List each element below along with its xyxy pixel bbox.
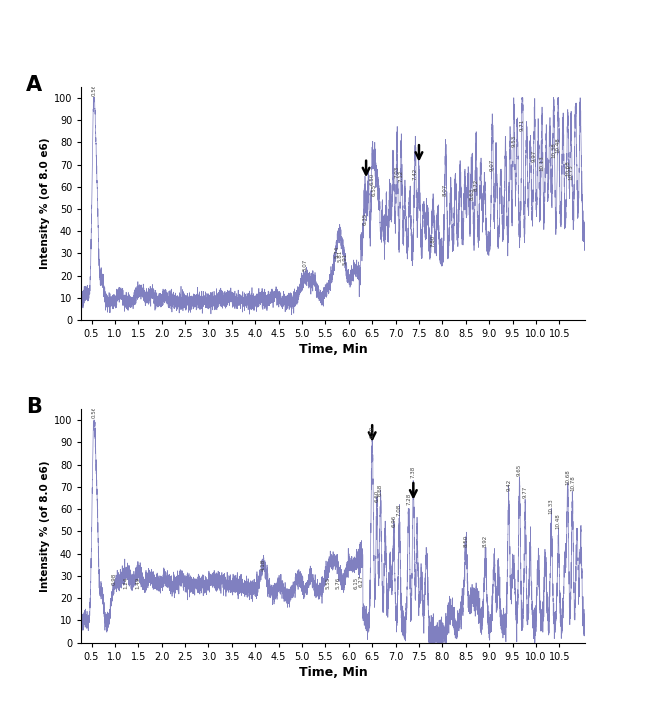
- Text: 6.50: 6.50: [370, 426, 374, 438]
- Text: 5.74: 5.74: [334, 245, 339, 258]
- Text: 10.48: 10.48: [556, 513, 561, 529]
- Text: 9.07: 9.07: [490, 159, 495, 171]
- Text: 10.33: 10.33: [549, 497, 554, 513]
- Text: 9.71: 9.71: [520, 119, 525, 131]
- Text: 8.07: 8.07: [443, 183, 448, 196]
- Text: 10.38: 10.38: [551, 142, 556, 158]
- Text: 0.56: 0.56: [92, 406, 96, 418]
- Text: 10.48: 10.48: [556, 138, 561, 153]
- Text: 10.78: 10.78: [570, 476, 575, 491]
- Text: 9.53: 9.53: [512, 134, 516, 147]
- Y-axis label: Intensity % (of 8.0 e6): Intensity % (of 8.0 e6): [40, 138, 49, 269]
- Text: 6.68: 6.68: [378, 484, 383, 496]
- Text: B: B: [26, 397, 42, 417]
- Text: 8.63: 8.63: [469, 188, 474, 200]
- Text: 5.76: 5.76: [335, 577, 340, 589]
- Text: 10.13: 10.13: [540, 155, 545, 171]
- Text: 7.03: 7.03: [395, 165, 400, 178]
- X-axis label: Time, Min: Time, Min: [299, 344, 367, 357]
- Text: 7.38: 7.38: [411, 466, 416, 478]
- Text: 7.08: 7.08: [396, 503, 402, 516]
- Text: 7.12: 7.12: [398, 170, 404, 182]
- Text: 5.07: 5.07: [303, 259, 308, 271]
- Y-axis label: Intensity % (of 8.0 e6): Intensity % (of 8.0 e6): [40, 460, 49, 591]
- Text: 6.15: 6.15: [354, 577, 358, 589]
- Text: 5.81: 5.81: [337, 250, 343, 262]
- Text: 8.50: 8.50: [463, 535, 468, 547]
- Text: 9.77: 9.77: [523, 486, 528, 498]
- X-axis label: Time, Min: Time, Min: [299, 666, 367, 679]
- Text: 9.97: 9.97: [532, 150, 537, 162]
- Text: 6.27: 6.27: [359, 575, 364, 587]
- Text: 7.28: 7.28: [406, 492, 411, 505]
- Text: 5.55: 5.55: [325, 577, 330, 589]
- Text: 8.92: 8.92: [483, 535, 488, 547]
- Text: A: A: [26, 75, 42, 95]
- Text: 6.96: 6.96: [391, 515, 396, 527]
- Text: 10.68: 10.68: [566, 160, 570, 175]
- Text: 6.50: 6.50: [370, 173, 374, 185]
- Text: 0.98: 0.98: [112, 573, 116, 585]
- Text: 1.24: 1.24: [124, 577, 129, 589]
- Text: 6.60: 6.60: [374, 490, 380, 503]
- Text: 9.42: 9.42: [506, 479, 512, 491]
- Text: 6.55: 6.55: [372, 183, 377, 196]
- Text: 7.80: 7.80: [430, 235, 436, 247]
- Text: 10.75: 10.75: [569, 165, 573, 180]
- Text: 5.91: 5.91: [342, 253, 347, 264]
- Text: 0.56: 0.56: [92, 83, 96, 95]
- Text: 9.65: 9.65: [517, 464, 522, 476]
- Text: 4.18: 4.18: [261, 559, 266, 571]
- Text: 1.49: 1.49: [135, 577, 140, 589]
- Text: 7.42: 7.42: [413, 168, 418, 180]
- Text: 8.72: 8.72: [473, 179, 478, 191]
- Text: 6.35: 6.35: [363, 212, 368, 225]
- Text: 10.68: 10.68: [566, 469, 570, 484]
